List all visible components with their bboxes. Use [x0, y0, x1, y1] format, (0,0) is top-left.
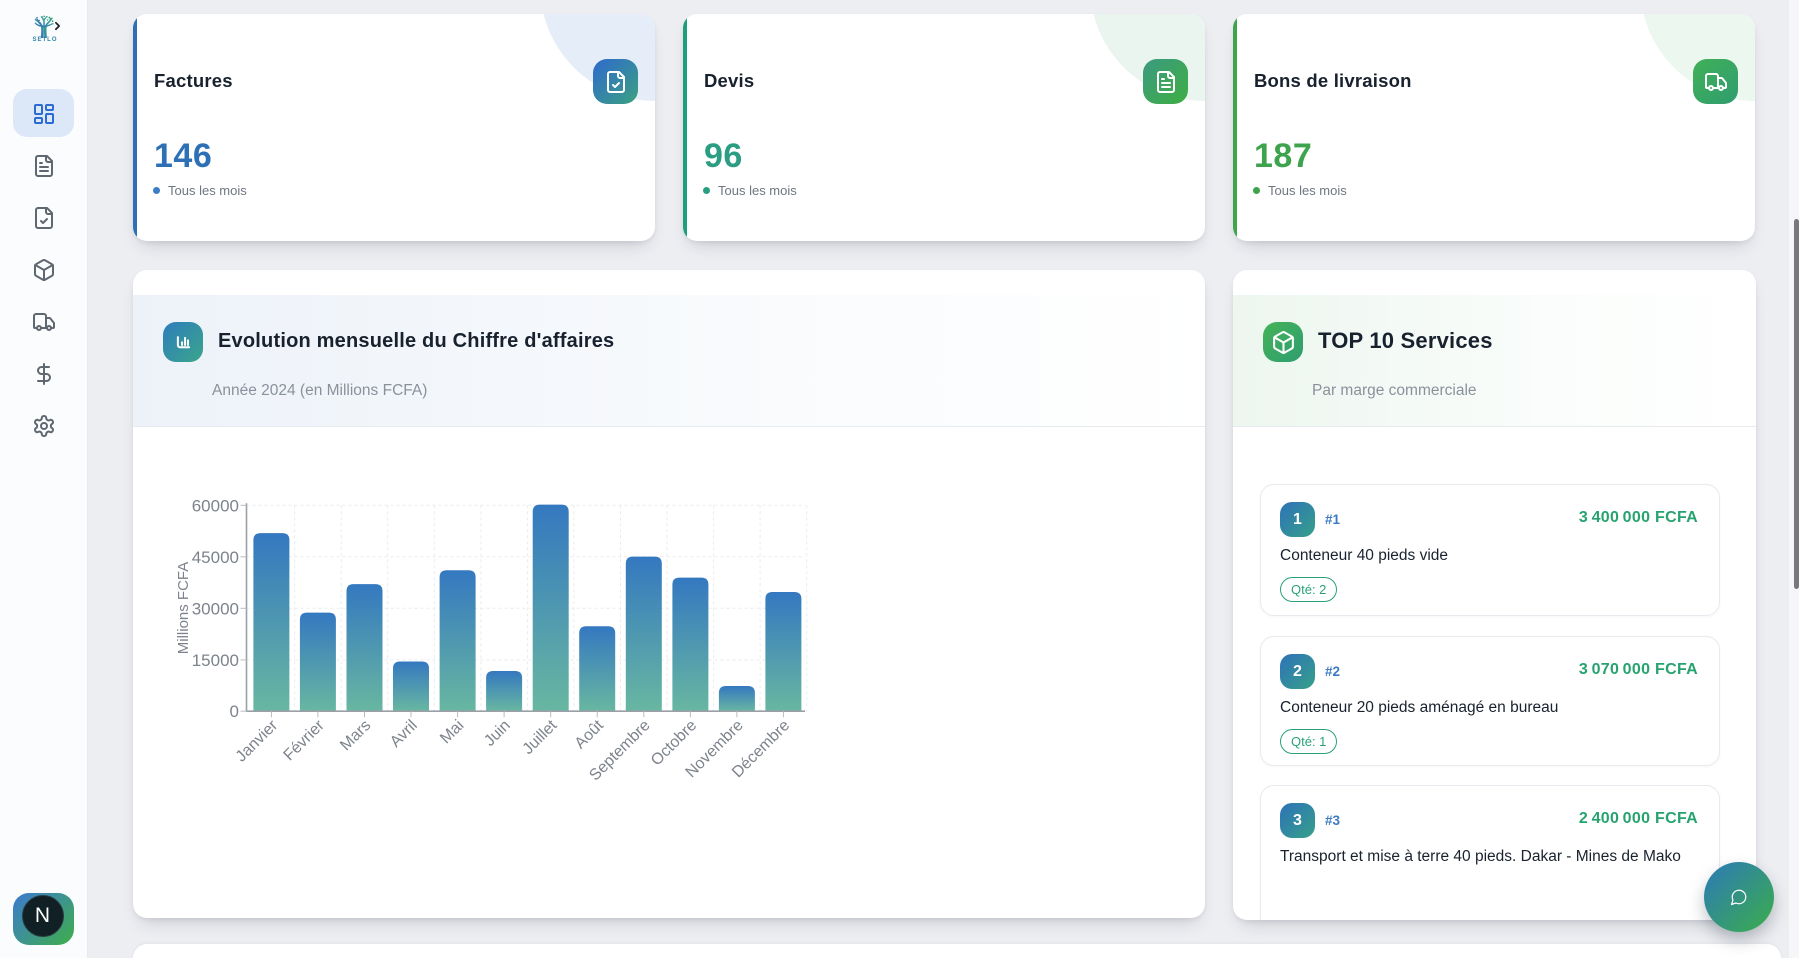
svg-text:Mai: Mai — [437, 717, 467, 747]
svg-text:Janvier: Janvier — [233, 717, 282, 766]
svg-text:0: 0 — [230, 702, 239, 721]
svg-text:Août: Août — [572, 717, 608, 753]
svg-text:Février: Février — [281, 717, 329, 765]
svg-text:15000: 15000 — [192, 651, 239, 670]
svg-text:Millions FCFA: Millions FCFA — [175, 562, 192, 655]
svg-text:45000: 45000 — [192, 548, 239, 567]
svg-text:Juin: Juin — [481, 717, 514, 750]
svg-text:Mars: Mars — [337, 717, 374, 754]
svg-text:60000: 60000 — [192, 496, 239, 515]
svg-text:Avril: Avril — [387, 717, 421, 751]
svg-text:Juillet: Juillet — [520, 717, 561, 758]
svg-text:30000: 30000 — [192, 599, 239, 618]
